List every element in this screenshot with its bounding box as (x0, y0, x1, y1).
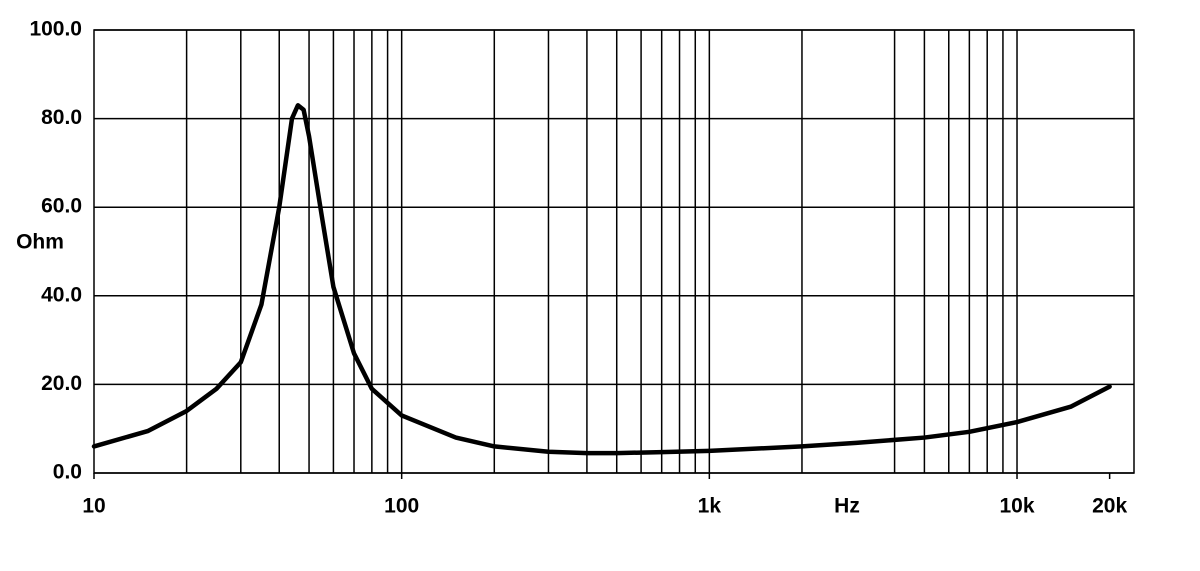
y-tick-label: 100.0 (29, 18, 82, 41)
x-tick-label: 20k (1092, 495, 1127, 518)
x-tick-label: 10 (82, 495, 105, 518)
x-tick-label: 1k (698, 495, 722, 518)
x-axis-label: Hz (834, 495, 860, 518)
y-tick-label: 20.0 (41, 372, 82, 395)
impedance-curve (91, 103, 1112, 456)
y-tick-label: 40.0 (41, 283, 82, 306)
y-tick-label: 80.0 (41, 106, 82, 129)
y-axis-label: Ohm (16, 231, 64, 254)
x-tick-label: 10k (999, 495, 1034, 518)
y-tick-label: 60.0 (41, 195, 82, 218)
x-tick-label: 100 (384, 495, 419, 518)
y-tick-label: 0.0 (53, 461, 82, 484)
plot-frame (93, 29, 1135, 474)
